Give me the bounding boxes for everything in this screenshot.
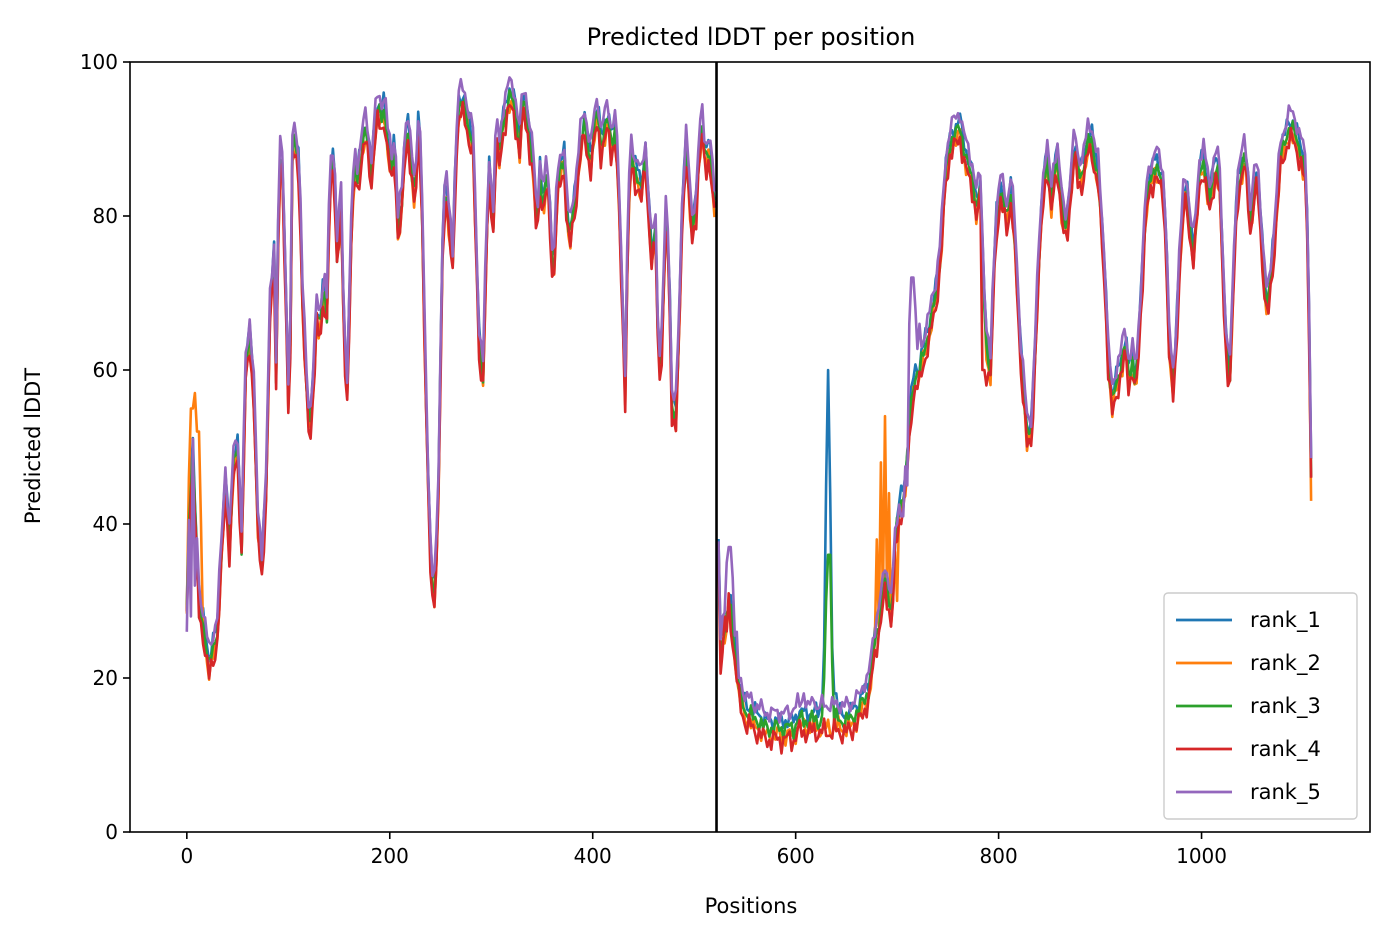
legend-box bbox=[1163, 592, 1358, 820]
chart-title: Predicted lDDT per position bbox=[587, 23, 916, 51]
legend-label-rank-4: rank_4 bbox=[1250, 737, 1321, 762]
y-axis-title: Predicted lDDT bbox=[21, 368, 45, 524]
series-line-rank-4 bbox=[185, 100, 1313, 755]
series-line-rank-5 bbox=[185, 76, 1313, 724]
series-line-rank-2 bbox=[185, 99, 1313, 748]
legend-label-rank-5: rank_5 bbox=[1250, 780, 1321, 805]
x-tick-label: 1000 bbox=[1176, 844, 1227, 868]
y-tick-label: 60 bbox=[93, 358, 118, 382]
x-tick-label: 800 bbox=[980, 844, 1018, 868]
y-tick-label: 0 bbox=[105, 820, 118, 844]
x-tick-label: 400 bbox=[574, 844, 612, 868]
x-tick-label: 600 bbox=[777, 844, 815, 868]
y-tick-label: 40 bbox=[93, 512, 118, 536]
legend-label-rank-3: rank_3 bbox=[1250, 694, 1321, 719]
x-tick-label: 200 bbox=[371, 844, 409, 868]
y-tick-label: 80 bbox=[93, 204, 118, 228]
x-tick-label: 0 bbox=[180, 844, 193, 868]
legend-label-rank-2: rank_2 bbox=[1250, 651, 1321, 676]
x-axis-title: Positions bbox=[705, 894, 798, 918]
y-tick-label: 20 bbox=[93, 666, 118, 690]
legend-label-rank-1: rank_1 bbox=[1250, 608, 1321, 633]
series-layer bbox=[185, 62, 1313, 832]
y-tick-label: 100 bbox=[80, 50, 118, 74]
plot-frame bbox=[129, 61, 1371, 833]
axes-layer: 0 200 400 600 800 1000 0 20 40 60 80 100 bbox=[80, 50, 1371, 868]
legend: rank_1 rank_2 rank_3 rank_4 rank_5 bbox=[1163, 592, 1358, 820]
